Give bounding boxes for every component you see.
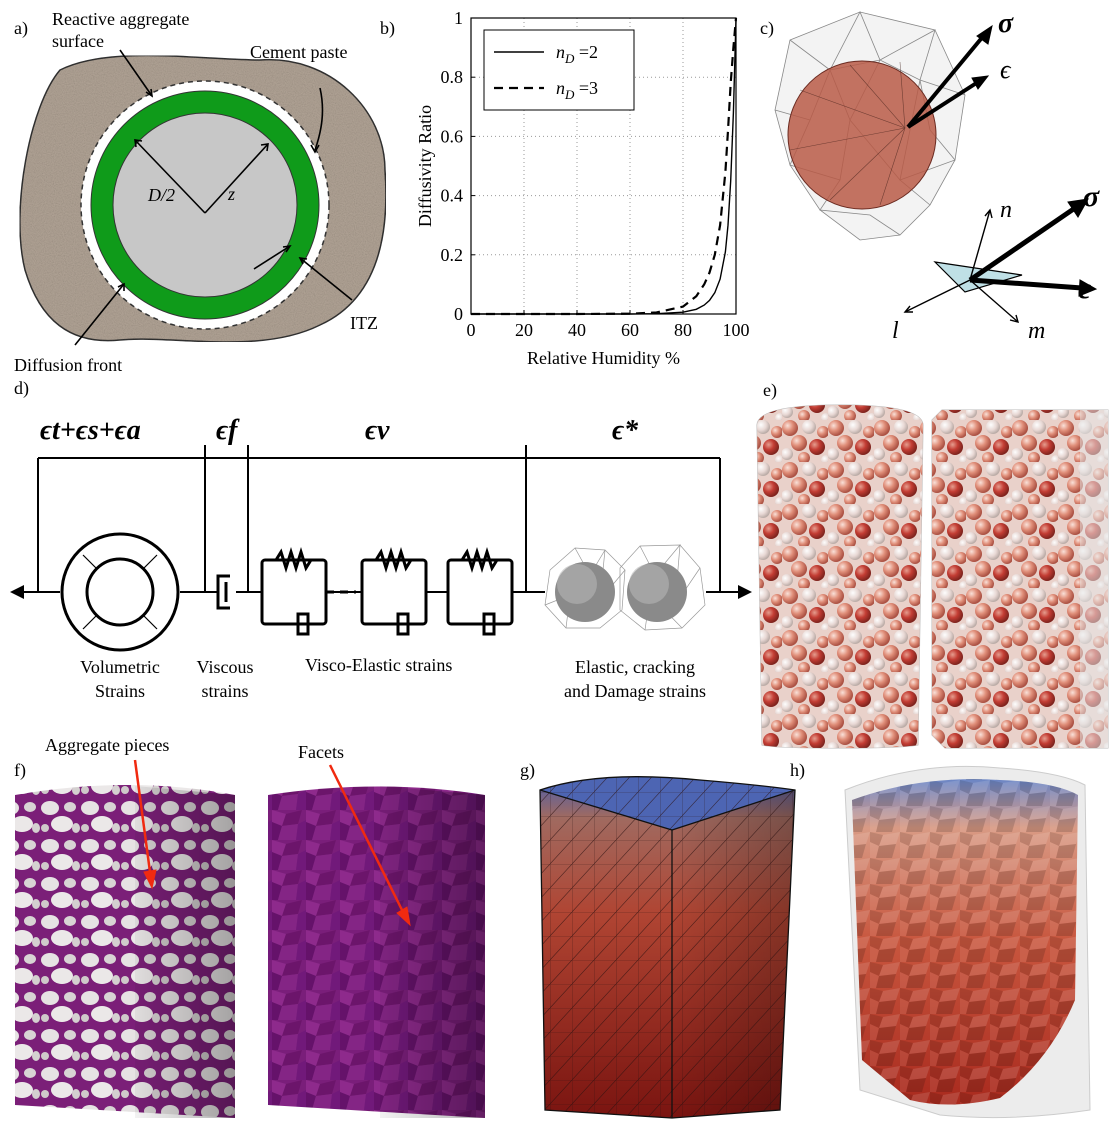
m-axis-label: m xyxy=(1028,318,1046,344)
volumetric-strains-label: Volumetric Strains xyxy=(80,657,160,701)
panel-f-figures xyxy=(15,759,485,1118)
y-tick-label: 0.4 xyxy=(441,186,464,206)
viscoelastic-strains-label: Visco-Elastic strains xyxy=(305,655,453,675)
x-axis-label: Relative Humidity % xyxy=(527,348,680,368)
eps-f-label: ϵf xyxy=(216,415,238,446)
x-tick-label: 100 xyxy=(723,320,750,340)
x-tick-label: 20 xyxy=(515,320,533,340)
reactive-surface-label: Reactive aggregate surface xyxy=(52,9,190,51)
y-tick-label: 0.6 xyxy=(441,126,464,146)
panel-g-mesh-field xyxy=(539,776,796,1119)
panel-e-particle-specimens xyxy=(756,404,1109,749)
aggregate-sphere xyxy=(787,60,937,210)
y-tick-label: 0 xyxy=(454,304,463,324)
panel-h-tag: h) xyxy=(790,760,805,780)
x-tick-label: 0 xyxy=(467,320,476,340)
eps-v-label: ϵv xyxy=(365,415,390,446)
epsilon-vector-label: ϵ xyxy=(1078,272,1091,305)
l-axis-label: l xyxy=(892,318,899,344)
epsilon-label: ϵ xyxy=(1000,55,1011,84)
itz-label: ITZ xyxy=(350,313,378,333)
x-tick-label: 60 xyxy=(621,320,639,340)
panel-a-figure xyxy=(19,49,387,346)
eps-star-label: ϵ* xyxy=(612,415,639,446)
cement-paste-label: Cement paste xyxy=(250,42,348,62)
facets-label: Facets xyxy=(298,742,344,762)
x-tick-label: 40 xyxy=(568,320,586,340)
diffusion-front-label: Diffusion front xyxy=(14,355,123,375)
panel-f-tag: f) xyxy=(14,760,26,780)
panel-a-tag: a) xyxy=(14,18,28,38)
legend-label-2: nD =3 xyxy=(556,78,598,102)
panel-c-figure xyxy=(774,11,1098,323)
particle-pair-icon xyxy=(544,543,706,631)
n-axis-label: n xyxy=(1000,197,1012,223)
legend-label-1: nD =2 xyxy=(556,42,598,66)
d-half-label: D/2 xyxy=(148,185,175,205)
humidity-diffusivity-chart: 0 20 40 60 80 100 0 0.2 0.4 0.6 0.8 1 Relative Humid… xyxy=(415,8,750,368)
y-tick-label: 1 xyxy=(454,8,463,28)
panel-d-tag: d) xyxy=(14,378,29,398)
legend-box xyxy=(483,29,635,111)
sigma-label: σ xyxy=(998,8,1014,39)
panel-b-tag: b) xyxy=(380,18,395,38)
series-line-1 xyxy=(471,17,737,315)
aggregate-core xyxy=(112,112,298,298)
panel-g-tag: g) xyxy=(520,760,535,780)
viscous-strains-label: Viscous strains xyxy=(196,657,254,701)
kelvin-chain-icon xyxy=(260,546,514,636)
y-axis-label: Diffusivity Ratio xyxy=(415,105,435,227)
panel-e-tag: e) xyxy=(763,380,777,400)
z-label: z xyxy=(228,184,236,204)
aggregate-pieces-label: Aggregate pieces xyxy=(45,735,170,755)
viscous-dashpot-icon xyxy=(216,574,230,610)
eps-total-label: ϵt+ϵs+ϵa xyxy=(40,415,141,446)
y-tick-label: 0.2 xyxy=(441,245,464,265)
rheology-model-diagram xyxy=(10,445,752,652)
sigma-vector-label: σ xyxy=(1083,180,1100,213)
y-tick-label: 0.8 xyxy=(441,67,464,87)
panel-c-tag: c) xyxy=(760,18,774,38)
elastic-cracking-damage-label: Elastic, cracking and Damage strains xyxy=(564,657,706,701)
series-line-2 xyxy=(471,17,738,316)
x-tick-label: 80 xyxy=(674,320,692,340)
